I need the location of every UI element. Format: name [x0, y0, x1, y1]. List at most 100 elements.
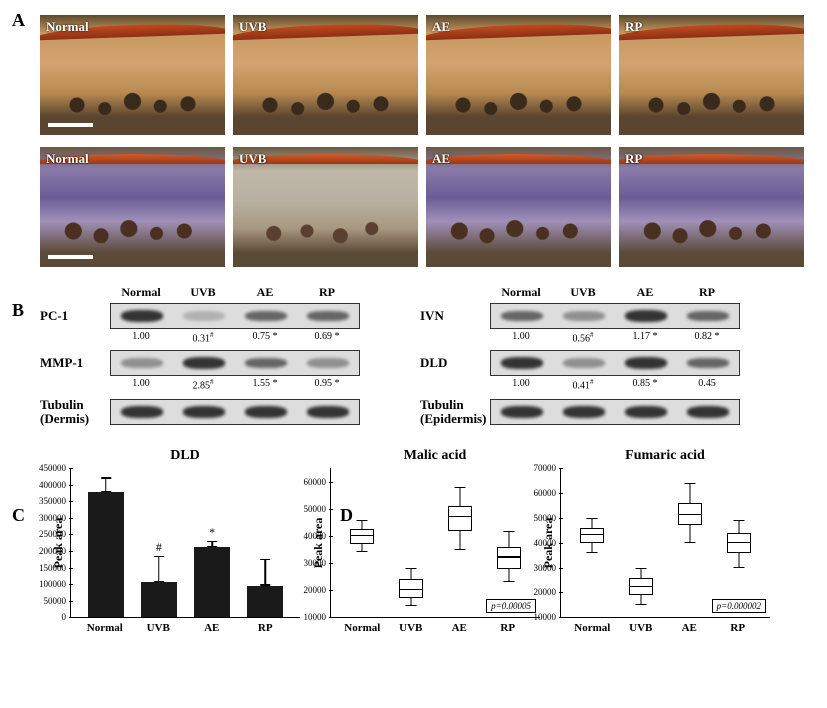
blot-strip [110, 303, 360, 329]
histology-image: UVB [233, 147, 418, 267]
blot-band [111, 351, 173, 375]
blot-band [235, 351, 297, 375]
blot-band [615, 351, 677, 375]
y-tick: 350000 [21, 496, 66, 506]
histology-image: Normal [40, 147, 225, 267]
bar [247, 586, 283, 618]
blot-values: 1.000.56#1.17 *0.82 * [490, 331, 740, 344]
blot-value: 1.55 * [234, 378, 296, 391]
blot-value: 0.56# [552, 331, 614, 344]
median-line [727, 542, 751, 543]
median-line [629, 586, 653, 587]
y-tick: 300000 [21, 513, 66, 523]
blot-value: 0.82 * [676, 331, 738, 344]
box [577, 468, 607, 617]
blot-group-label: Normal [110, 285, 172, 300]
y-tick: 40000 [281, 531, 326, 541]
blot-value: 1.00 [110, 331, 172, 344]
blot-values: 1.002.85#1.55 *0.95 * [110, 378, 360, 391]
blot-band [111, 304, 173, 328]
y-tick: 50000 [281, 504, 326, 514]
histo-group-label: UVB [239, 19, 266, 35]
x-label: RP [490, 622, 526, 634]
histology-image: UVB [233, 15, 418, 135]
y-tick: 200000 [21, 546, 66, 556]
histo-group-label: AE [432, 151, 450, 167]
median-line [497, 556, 521, 557]
blot-band [677, 351, 739, 375]
y-tick: 30000 [511, 563, 556, 573]
bar-rect [88, 492, 124, 617]
protein-name: Tubulin(Dermis) [40, 398, 110, 427]
blot-group-label: UVB [172, 285, 234, 300]
x-label: RP [720, 622, 756, 634]
blot-band [553, 351, 615, 375]
blot-band [173, 400, 235, 424]
blot-row: IVN [420, 303, 740, 329]
blot-value: 0.75 * [234, 331, 296, 344]
blot-row: MMP-1 [40, 350, 360, 376]
blot-value: 0.45 [676, 378, 738, 391]
blot-band [111, 400, 173, 424]
blot-col-right: NormalUVBAERPIVN1.000.56#1.17 *0.82 *DLD… [420, 285, 740, 428]
boxes [331, 468, 540, 617]
box-chart-area: Peak area 100002000030000400005000060000… [330, 468, 540, 618]
histo-group-label: UVB [239, 151, 266, 167]
protein-name: IVN [420, 309, 490, 323]
blot-group-label: AE [614, 285, 676, 300]
box [626, 468, 656, 617]
error-bar [158, 556, 160, 583]
y-tick: 100000 [21, 579, 66, 589]
bar: # [141, 582, 177, 617]
y-tick: 450000 [21, 463, 66, 473]
bar [88, 492, 124, 617]
error-bar [211, 541, 213, 548]
error-bar [105, 477, 107, 492]
box-rect [350, 529, 374, 544]
panel-c-d-row: DLD Peak area # * 0500001000001500002000… [10, 448, 817, 634]
box-chart-area: Peak area 100002000030000400005000060000… [560, 468, 770, 618]
protein-name: DLD [420, 356, 490, 370]
blot-strip [110, 350, 360, 376]
bar-rect: # [141, 582, 177, 617]
panel-d: Malic acid Peak area 1000020000300004000… [330, 448, 770, 634]
figure: A NormalUVBAERP NormalUVBAERP B NormalUV… [10, 10, 817, 634]
blot-strip [490, 350, 740, 376]
y-tick: 20000 [281, 585, 326, 595]
blot-row: Tubulin(Epidermis) [420, 398, 740, 427]
protein-name: PC-1 [40, 309, 110, 323]
panel-a: NormalUVBAERP NormalUVBAERP [10, 10, 817, 267]
blot-col-left: NormalUVBAERPPC-11.000.31#0.75 *0.69 *MM… [40, 285, 360, 428]
box [445, 468, 475, 617]
blot-group-label: RP [296, 285, 358, 300]
histo-group-label: Normal [46, 151, 89, 167]
histology-image: AE [426, 15, 611, 135]
boxes [561, 468, 770, 617]
blot-band [235, 400, 297, 424]
blot-value: 1.00 [490, 331, 552, 344]
x-label: AE [671, 622, 707, 634]
box [675, 468, 705, 617]
histo-group-label: Normal [46, 19, 89, 35]
dld-bar-chart: DLD Peak area # * 0500001000001500002000… [70, 448, 300, 634]
boxplot-chart: Fumaric acid Peak area 10000200003000040… [560, 448, 770, 634]
median-line [580, 534, 604, 535]
chart-title: Fumaric acid [560, 448, 770, 464]
blot-header: NormalUVBAERP [490, 285, 740, 300]
box-rect [448, 506, 472, 530]
box [724, 468, 754, 617]
blot-band [615, 304, 677, 328]
blot-band [297, 400, 359, 424]
blot-band [553, 400, 615, 424]
y-tick: 10000 [281, 612, 326, 622]
y-tick: 70000 [511, 463, 556, 473]
histology-image: Normal [40, 15, 225, 135]
chart-title: DLD [70, 448, 300, 464]
chart-title: Malic acid [330, 448, 540, 464]
blot-value: 0.95 * [296, 378, 358, 391]
histo-group-label: RP [625, 19, 642, 35]
blot-band [297, 304, 359, 328]
blot-band [297, 351, 359, 375]
x-label: Normal [87, 622, 123, 634]
histo-group-label: AE [432, 19, 450, 35]
